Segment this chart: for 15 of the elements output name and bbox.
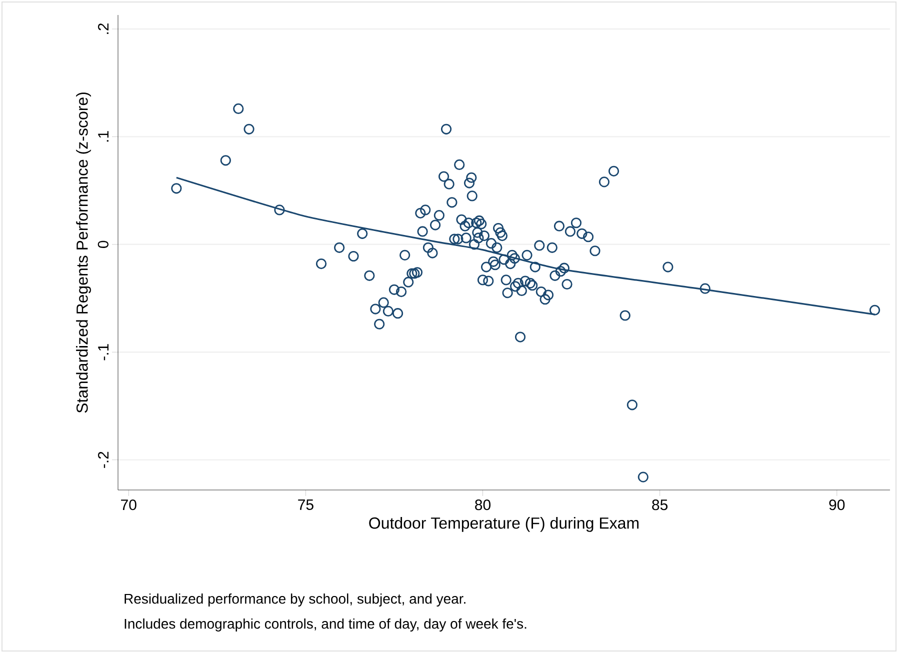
y-axis-title: Standardized Regents Performance (z-score) [76, 92, 91, 413]
x-tick-label: 80 [475, 500, 490, 510]
y-tick-label: -.2 [98, 452, 108, 468]
y-tick-label: -.1 [98, 344, 108, 360]
y-tick-label: .1 [98, 131, 108, 142]
x-tick-label: 85 [652, 500, 668, 510]
text: Residualized performance by school, subject, and year. [124, 593, 466, 607]
x-tick-label: 75 [298, 500, 314, 510]
y-tick-label: .2 [98, 23, 108, 34]
line-series [176, 176, 876, 316]
x-tick-label: 70 [121, 500, 136, 510]
x-axis-title: Outdoor Temperature (F) during Exam [369, 517, 639, 532]
y-tick-label: 0 [98, 240, 108, 248]
x-tick-label: 90 [829, 500, 845, 510]
text: Includes demographic controls, and time of day, day of week fe's. [124, 618, 526, 632]
